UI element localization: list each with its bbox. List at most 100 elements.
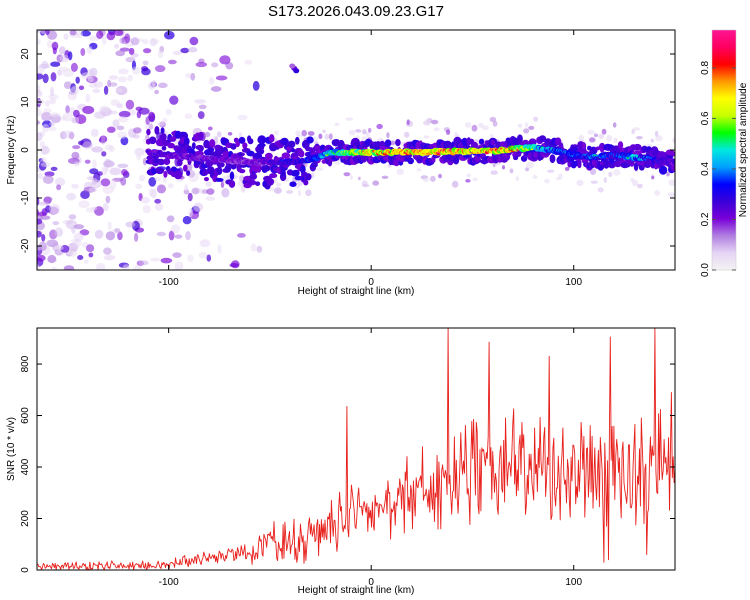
spectrogram-cell	[186, 170, 191, 177]
spectrogram-cell	[217, 244, 222, 254]
spectrogram-cell	[156, 184, 166, 194]
spectrogram-cell	[246, 150, 255, 157]
spectrogram-cell	[532, 174, 538, 180]
spectrogram-cell	[407, 157, 415, 165]
spectrogram-cell	[269, 173, 278, 179]
spectrogram-cell	[37, 196, 40, 206]
spectrogram-cell	[37, 120, 41, 125]
spectrogram-cell	[185, 163, 193, 172]
spectrogram-cell	[94, 229, 104, 239]
spectrogram-cell	[594, 133, 598, 138]
spectrogram-cell	[103, 85, 109, 96]
spectrogram-cell	[474, 139, 480, 143]
spectrogram-cell	[115, 88, 123, 93]
colorbar-tick-label: 0.2	[700, 212, 711, 226]
spectrogram-cell	[172, 252, 182, 258]
spectrogram-cell	[199, 239, 211, 248]
spectrogram-cell	[66, 192, 77, 201]
spectrogram-cell	[101, 151, 107, 157]
spectrogram-cell	[517, 123, 523, 128]
spectrogram-cell	[161, 133, 167, 142]
spectrogram-cell	[268, 134, 275, 143]
spectrogram-cell	[101, 166, 108, 176]
spectrogram-cell	[138, 38, 144, 43]
spectrogram-cell	[633, 162, 639, 171]
spectrogram-cell	[334, 122, 340, 127]
spectrogram-cell	[205, 196, 216, 202]
spectrogram-cell	[633, 127, 641, 131]
spectrogram-cell	[478, 138, 485, 145]
snr-background	[37, 328, 675, 570]
spectrogram-cell	[68, 131, 75, 140]
spectrogram-cell	[37, 132, 43, 142]
spectrogram-cell	[193, 202, 204, 212]
spectrogram-cell	[368, 127, 372, 133]
spectrogram-cell	[120, 177, 127, 186]
spectrogram-cell	[172, 50, 182, 56]
spectrogram-cell	[84, 159, 91, 164]
spectrogram-cell	[151, 38, 160, 45]
colorbar-tick-label: 0.0	[700, 263, 711, 277]
spectrogram-cell	[68, 214, 77, 220]
spectrogram-cell	[148, 123, 153, 130]
spectrogram-cell	[454, 131, 458, 139]
spectrogram-cell	[105, 231, 116, 241]
spectrogram-cell	[466, 173, 471, 178]
spectrogram-cell	[91, 206, 98, 211]
spectrogram-cell	[544, 178, 550, 184]
spectrogram-cell	[157, 50, 164, 59]
spectrogram-xtick-label: 100	[565, 277, 582, 288]
spectrogram-cell	[39, 141, 46, 148]
spectrogram-cell	[216, 166, 223, 175]
spectrogram-cell	[221, 188, 230, 198]
spectrogram-cell	[78, 200, 90, 209]
spectrogram-cell	[188, 208, 193, 218]
spectrogram-cell	[109, 179, 117, 190]
spectrogram-cell	[92, 88, 101, 94]
spectrogram-cell	[658, 165, 668, 175]
spectrogram-cell	[132, 134, 140, 139]
spectrogram-cell	[349, 174, 353, 180]
spectrogram-cell	[215, 75, 228, 81]
spectrogram-cell	[289, 63, 296, 69]
snr-xtick-label: -100	[159, 577, 179, 588]
spectrogram-cell	[167, 142, 175, 149]
spectrogram-cells	[37, 30, 675, 270]
spectrogram-cell	[42, 123, 50, 133]
spectrogram-cell	[90, 128, 99, 137]
spectrogram-cell	[555, 177, 562, 181]
spectrogram-cell	[148, 81, 156, 91]
figure-title: S173.2026.043.09.23.G17	[268, 3, 444, 20]
spectrogram-cell	[114, 228, 121, 233]
spectrogram-cell	[612, 122, 617, 128]
spectrogram-cell	[158, 82, 168, 89]
spectrogram-cell	[115, 50, 125, 57]
spectrogram-cell	[598, 133, 605, 140]
spectrogram-cell	[300, 164, 306, 174]
spectrogram-cell	[63, 33, 69, 40]
spectrogram-cell	[109, 82, 118, 87]
spectrogram-cell	[431, 119, 439, 125]
spectrogram-cell	[146, 128, 151, 136]
spectrogram-cell	[430, 175, 436, 182]
spectrogram-cell	[227, 132, 233, 136]
spectrogram-cell	[73, 161, 80, 167]
spectrogram-cell	[242, 142, 248, 149]
spectrogram-cell	[348, 129, 356, 136]
spectrogram-cell	[165, 108, 172, 116]
snr-ytick-label: 800	[20, 355, 31, 372]
spectrogram-cell	[667, 192, 675, 197]
spectrogram-cell	[92, 159, 97, 169]
spectrogram-cell	[142, 157, 147, 166]
spectrogram-cell	[238, 136, 246, 144]
spectrogram-cell	[103, 247, 112, 255]
spectrogram-cell	[154, 203, 164, 211]
spectrogram-cell	[46, 40, 53, 48]
spectrogram-cell	[105, 195, 111, 204]
spectrogram-cell	[210, 86, 222, 92]
spectrogram-cell	[59, 46, 66, 55]
spectrogram-cell	[666, 171, 670, 177]
spectrogram-cell	[73, 224, 85, 230]
spectrogram-ytick-label: -20	[20, 238, 31, 253]
spectrogram-cell	[142, 39, 149, 45]
